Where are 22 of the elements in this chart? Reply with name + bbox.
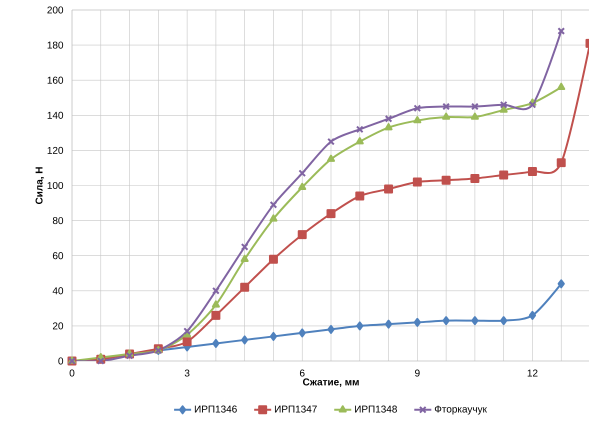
y-tick-label: 120 (48, 146, 64, 154)
x-axis-title: Сжатие, мм (302, 378, 359, 387)
y-tick-label: 20 (52, 322, 64, 330)
y-tick-label: 0 (58, 357, 64, 365)
y-tick-label: 180 (48, 42, 64, 49)
y-tick-label: 140 (48, 112, 64, 119)
y-tick-label: 60 (52, 252, 64, 260)
y-tick-label: 80 (52, 217, 64, 224)
x-tick-label: 9 (415, 370, 420, 377)
x-tick-label: 6 (300, 370, 305, 377)
y-axis-title: Сила, Н (36, 167, 44, 204)
y-tick-label: 200 (47, 6, 64, 14)
legend-label: ИРП1347 (274, 406, 317, 413)
x-tick-label: 3 (184, 370, 190, 377)
y-tick-label: 40 (52, 287, 64, 294)
legend-label: Фторкаучук (434, 406, 487, 415)
legend-label: ИРП1346 (194, 406, 237, 413)
x-tick-label: 12 (528, 370, 538, 376)
y-tick-label: 160 (48, 76, 64, 84)
legend-label: ИРП1348 (355, 406, 397, 413)
x-tick-label: 0 (70, 370, 74, 377)
y-tick-label: 100 (48, 182, 64, 190)
